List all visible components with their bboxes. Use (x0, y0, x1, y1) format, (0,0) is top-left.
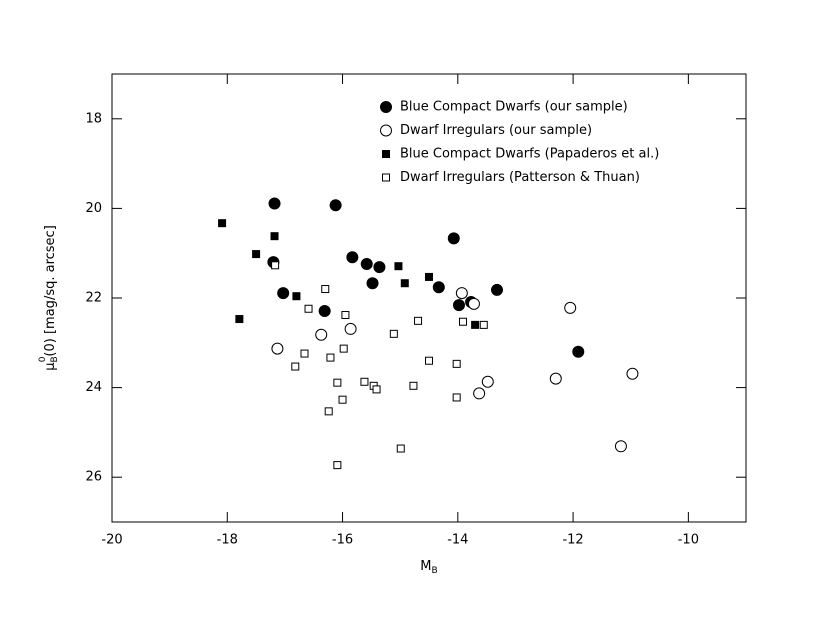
point (304, 304, 313, 313)
point (400, 279, 409, 288)
x-tick-label: -12 (562, 533, 583, 548)
legend-marker (382, 150, 390, 158)
point (425, 272, 433, 281)
point (447, 232, 460, 245)
x-tick-label: -10 (678, 533, 699, 548)
point (432, 281, 445, 294)
point (271, 342, 284, 355)
point (333, 461, 342, 470)
point (315, 328, 328, 341)
point (481, 375, 494, 388)
point (360, 377, 369, 386)
x-tick-label: -16 (332, 533, 353, 548)
point (333, 378, 342, 387)
point (455, 287, 468, 300)
point (329, 199, 342, 212)
legend-marker (380, 124, 392, 137)
point (372, 385, 381, 394)
point (425, 356, 433, 365)
point (572, 345, 585, 358)
legend-label: Blue Compact Dwarfs (Papaderos et al.) (400, 147, 659, 162)
point (346, 251, 359, 264)
y-label-rest: (0) [mag/sq. arcsec] (43, 225, 58, 356)
point (414, 316, 423, 325)
y-tick-label: 22 (85, 291, 102, 306)
point (318, 304, 331, 317)
legend-marker (382, 173, 390, 182)
y-tick-label: 18 (85, 111, 102, 126)
x-tick-label: -18 (217, 533, 238, 548)
point (626, 367, 639, 380)
point (252, 250, 261, 259)
point (467, 297, 480, 310)
point (268, 197, 281, 210)
plot-frame (111, 73, 747, 523)
point (360, 257, 373, 270)
point (409, 381, 418, 390)
y-label-main: μ (43, 362, 58, 370)
point (291, 362, 300, 371)
point (324, 407, 333, 416)
point (549, 372, 562, 385)
point (614, 440, 627, 453)
point (321, 285, 330, 294)
point (564, 301, 577, 314)
point (471, 320, 480, 329)
point (300, 349, 309, 358)
point (326, 353, 335, 362)
point (396, 444, 405, 453)
point (473, 387, 486, 400)
point (235, 315, 244, 324)
y-tick-label: 24 (85, 380, 102, 395)
legend-label: Dwarf Irregulars (our sample) (400, 123, 592, 138)
point (366, 277, 379, 290)
point (292, 292, 301, 301)
point (338, 395, 347, 404)
legend-marker (380, 101, 392, 113)
point (341, 311, 350, 320)
x-tick-label: -14 (447, 533, 468, 548)
x-tick-label: -20 (101, 533, 122, 548)
y-axis-label: μB0(0) [mag/sq. arcsec] (38, 225, 60, 371)
point (394, 262, 403, 271)
x-label-main: M (420, 559, 431, 574)
legend-label: Blue Compact Dwarfs (our sample) (400, 100, 628, 115)
legend-label: Dwarf Irregulars (Patterson & Thuan) (400, 170, 640, 185)
y-label-sub: B (50, 356, 60, 362)
point (491, 283, 504, 296)
y-label-sup: 0 (38, 356, 48, 362)
point (373, 261, 386, 274)
point (277, 287, 290, 300)
y-tick-label: 20 (85, 201, 102, 216)
point (389, 329, 398, 338)
y-tick-label: 26 (85, 470, 102, 485)
point (271, 261, 280, 270)
point (452, 299, 465, 312)
point (479, 320, 488, 329)
x-axis-label: MB (420, 559, 437, 576)
point (218, 219, 227, 228)
point (459, 317, 468, 326)
point (339, 344, 348, 353)
point (270, 232, 279, 241)
x-label-sub: B (432, 566, 438, 576)
point (344, 322, 357, 335)
point (452, 359, 461, 368)
point (452, 393, 461, 402)
